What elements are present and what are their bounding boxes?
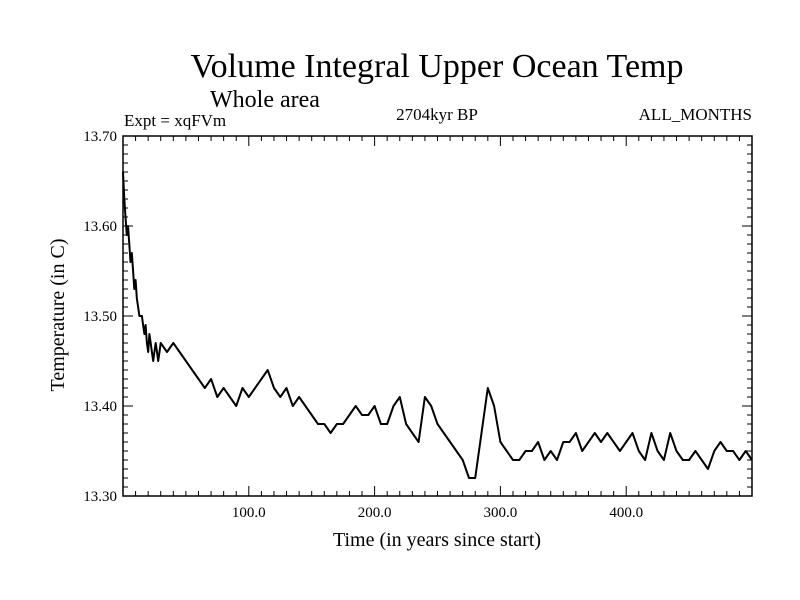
y-tick-label: 13.40 bbox=[83, 399, 117, 415]
y-tick-label: 13.70 bbox=[83, 129, 117, 145]
y-axis-label: Temperature (in C) bbox=[47, 239, 69, 392]
months-label: ALL_MONTHS bbox=[639, 105, 752, 124]
x-tick-label: 300.0 bbox=[484, 505, 518, 521]
period-label: 2704kyr BP bbox=[396, 105, 478, 124]
x-tick-label: 400.0 bbox=[609, 505, 643, 521]
chart-title: Volume Integral Upper Ocean Temp bbox=[191, 48, 684, 85]
chart-subtitle: Whole area bbox=[210, 87, 320, 113]
y-tick-label: 13.50 bbox=[83, 309, 117, 325]
y-tick-label: 13.30 bbox=[83, 489, 117, 505]
series-line bbox=[122, 171, 753, 479]
plot-frame bbox=[122, 135, 753, 497]
experiment-label: Expt = xqFVm bbox=[124, 111, 226, 130]
x-tick-label: 200.0 bbox=[358, 505, 392, 521]
x-axis-label: Time (in years since start) bbox=[333, 529, 541, 551]
plot-area: 100.0 200.0 300.0 400.0 13.30 13.40 13.50 13.60… bbox=[83, 129, 753, 521]
x-tick-label: 100.0 bbox=[232, 505, 266, 521]
y-tick-label: 13.60 bbox=[83, 219, 117, 235]
